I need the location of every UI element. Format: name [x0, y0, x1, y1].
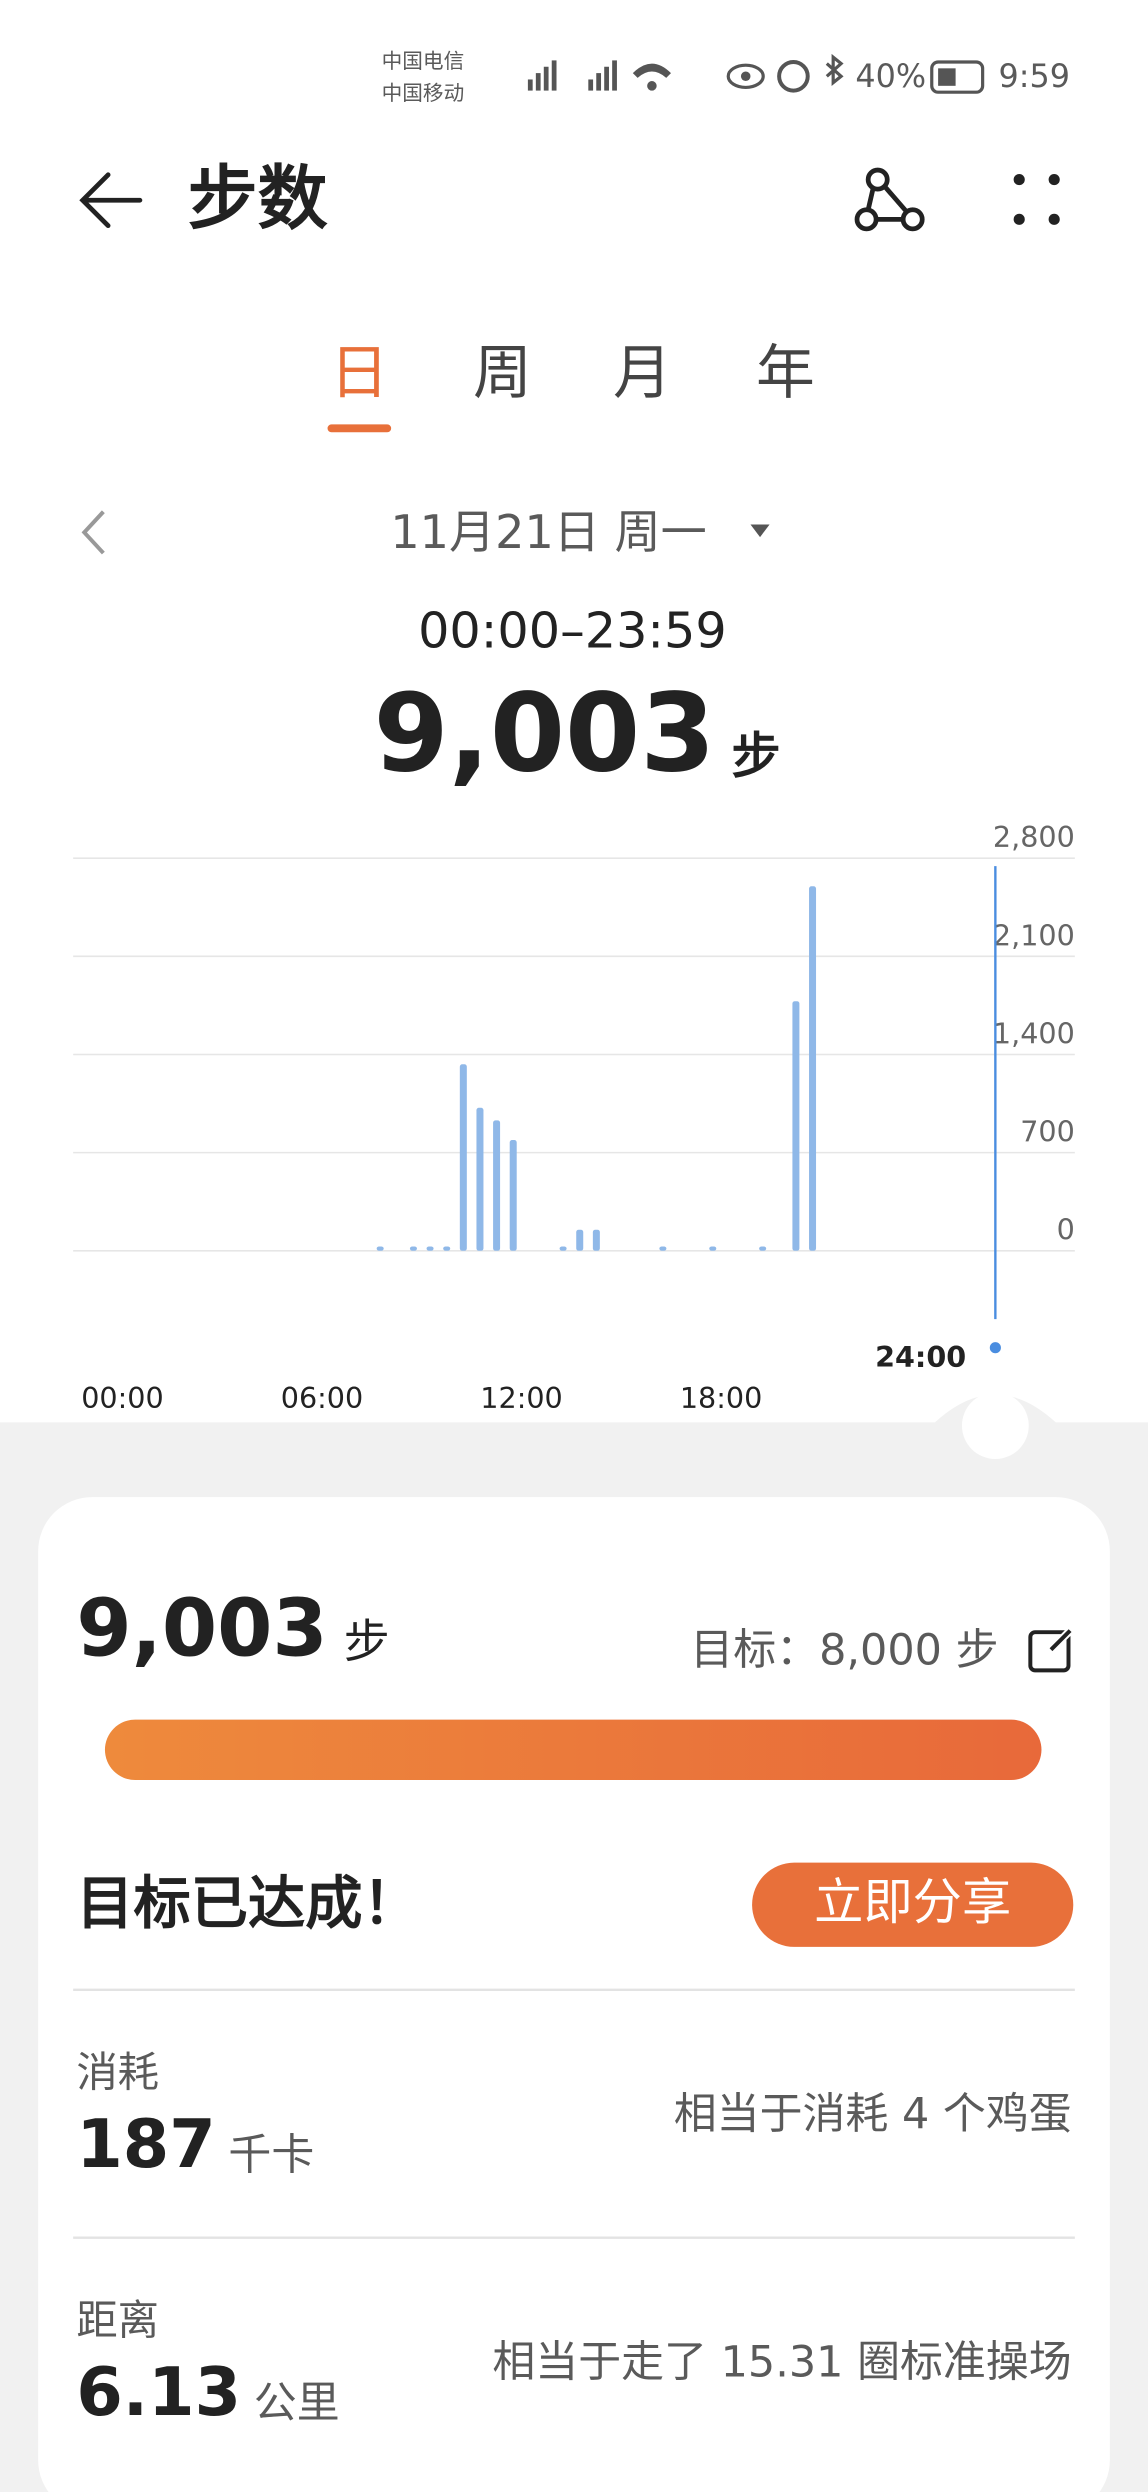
stat-value: 6.13 [76, 2353, 241, 2431]
time-range: 00:00–23:59 [418, 602, 727, 660]
x-tick-label: 12:00 [480, 1381, 562, 1415]
y-tick-label: 700 [1020, 1115, 1075, 1149]
cursor-dot [989, 1342, 1001, 1354]
bar [576, 1229, 584, 1251]
stat-note: 相当于消耗 4 个鸡蛋 [674, 2089, 1072, 2139]
y-tick-label: 1,400 [993, 1016, 1075, 1050]
signal-icons [527, 53, 844, 93]
bar [509, 1140, 517, 1251]
share-button[interactable] [752, 1862, 1074, 1947]
bar [443, 1246, 451, 1251]
bar [709, 1246, 717, 1251]
total-steps: 9,003 [374, 671, 716, 796]
bar [792, 1001, 800, 1251]
bar [559, 1246, 567, 1251]
stat-label: 消耗 [76, 2049, 159, 2097]
bar [409, 1246, 417, 1251]
clock: 9:59 [999, 58, 1070, 95]
prev-day[interactable] [81, 510, 105, 555]
cursor-handle[interactable] [961, 1392, 1029, 1459]
x-tick-label: 00:00 [81, 1381, 163, 1415]
tab[interactable]: 周 [473, 338, 532, 407]
share-label[interactable]: 立即分享 [814, 1873, 1011, 1931]
summary-unit: 步 [344, 1614, 390, 1668]
stat-unit: 千卡 [228, 2131, 314, 2181]
bar [476, 1107, 484, 1251]
x-tick-label: 18:00 [680, 1381, 762, 1415]
y-tick-label: 2,100 [993, 918, 1075, 952]
battery-level [938, 68, 956, 86]
tab[interactable]: 年 [756, 338, 815, 407]
y-tick-label: 0 [1057, 1213, 1075, 1247]
more-button[interactable] [1013, 174, 1060, 225]
bar [493, 1120, 501, 1251]
achievement: 目标已达成！ [76, 1871, 419, 1937]
carrier: 中国电信 [382, 49, 465, 73]
carrier: 中国移动 [382, 81, 465, 105]
tab[interactable]: 日 [330, 338, 389, 407]
bar [659, 1246, 667, 1251]
date-dropdown[interactable] [750, 524, 770, 538]
stat-note: 相当于走了 15.31 圈标准操场 [492, 2337, 1071, 2387]
back-button[interactable] [79, 172, 143, 229]
total-unit: 步 [731, 727, 780, 785]
route-button[interactable] [854, 167, 925, 232]
stat-label: 距离 [76, 2297, 159, 2345]
date[interactable]: 11月21日 周一 [390, 505, 706, 559]
tab-indicator [327, 424, 392, 433]
tab[interactable]: 月 [613, 338, 672, 407]
bar [426, 1246, 434, 1251]
summary-steps: 9,003 [76, 1582, 327, 1675]
progress-bar [104, 1719, 1042, 1780]
battery-icon [930, 60, 985, 94]
bar [759, 1246, 767, 1251]
y-tick-label: 2,800 [993, 820, 1075, 854]
page-title: 步数 [188, 158, 328, 239]
goal: 目标：8,000 步 [690, 1625, 998, 1675]
battery-text: 40% [855, 58, 926, 95]
bar [376, 1246, 384, 1251]
bar [592, 1229, 600, 1251]
stat-value: 187 [76, 2105, 215, 2183]
x-tick-label: 06:00 [281, 1381, 363, 1415]
cursor-label: 24:00 [875, 1340, 966, 1374]
stat-unit: 公里 [254, 2379, 340, 2429]
bar [809, 886, 817, 1251]
edit-goal[interactable] [1028, 1626, 1075, 1673]
bar [459, 1064, 467, 1251]
